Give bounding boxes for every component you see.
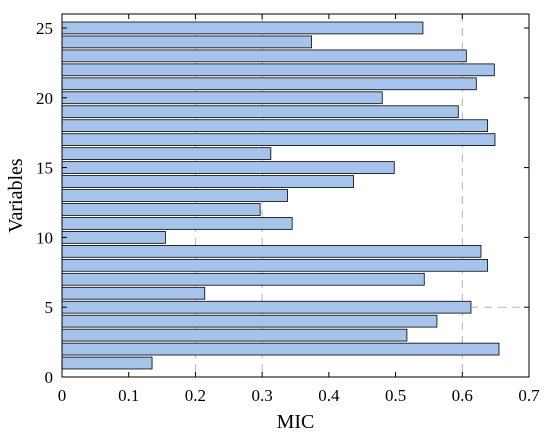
y-tick-label: 25 bbox=[36, 19, 53, 38]
y-axis-label: Variables bbox=[5, 158, 27, 233]
x-tick-label: 0.3 bbox=[252, 386, 273, 405]
y-axis-ticks: 0 5 10 15 20 25 bbox=[36, 19, 529, 387]
bar-variable-7 bbox=[61, 272, 425, 286]
x-axis-ticks: 0 0.1 0.2 0.3 0.4 0.5 0.6 0.7 bbox=[58, 14, 540, 405]
bar-variable-3 bbox=[61, 328, 408, 342]
bar-variable-12 bbox=[61, 203, 261, 216]
bar-variable-11 bbox=[61, 217, 293, 230]
bar-variable-24 bbox=[61, 35, 312, 49]
x-tick-label: 0.4 bbox=[318, 386, 340, 405]
bar-variable-10 bbox=[61, 231, 166, 244]
bar-variable-6 bbox=[61, 286, 206, 300]
bar-variable-16 bbox=[61, 147, 272, 160]
bar-variable-8 bbox=[61, 258, 489, 272]
bar-variable-18 bbox=[61, 119, 489, 133]
bars bbox=[61, 21, 500, 370]
x-axis-label: MIC bbox=[277, 411, 315, 433]
x-tick-label: 0 bbox=[58, 386, 67, 405]
bar-variable-13 bbox=[61, 189, 288, 202]
x-tick-label: 0.2 bbox=[185, 386, 206, 405]
bar-variable-23 bbox=[61, 49, 467, 63]
bar-variable-4 bbox=[61, 314, 438, 328]
x-tick-label: 0.1 bbox=[118, 386, 139, 405]
y-tick-label: 15 bbox=[36, 159, 53, 178]
y-tick-label: 10 bbox=[36, 228, 53, 247]
bar-variable-19 bbox=[61, 105, 459, 119]
bar-variable-14 bbox=[61, 175, 354, 188]
bar-variable-15 bbox=[61, 161, 395, 174]
x-tick-label: 0.5 bbox=[385, 386, 406, 405]
bar-variable-9 bbox=[61, 245, 482, 258]
bar-variable-5 bbox=[61, 300, 472, 314]
bar-variable-2 bbox=[61, 342, 500, 356]
bar-variable-20 bbox=[61, 91, 383, 105]
bar-variable-17 bbox=[61, 133, 496, 146]
bar-variable-22 bbox=[61, 63, 495, 77]
bar-variable-1 bbox=[61, 356, 153, 370]
bar-variable-25 bbox=[61, 21, 424, 35]
x-tick-label: 0.6 bbox=[452, 386, 473, 405]
bar-variable-21 bbox=[61, 77, 477, 91]
y-tick-label: 20 bbox=[36, 89, 53, 108]
plot-frame bbox=[61, 13, 530, 378]
x-tick-label: 0.7 bbox=[518, 386, 540, 405]
y-tick-label: 0 bbox=[45, 368, 54, 387]
y-tick-label: 5 bbox=[45, 298, 54, 317]
